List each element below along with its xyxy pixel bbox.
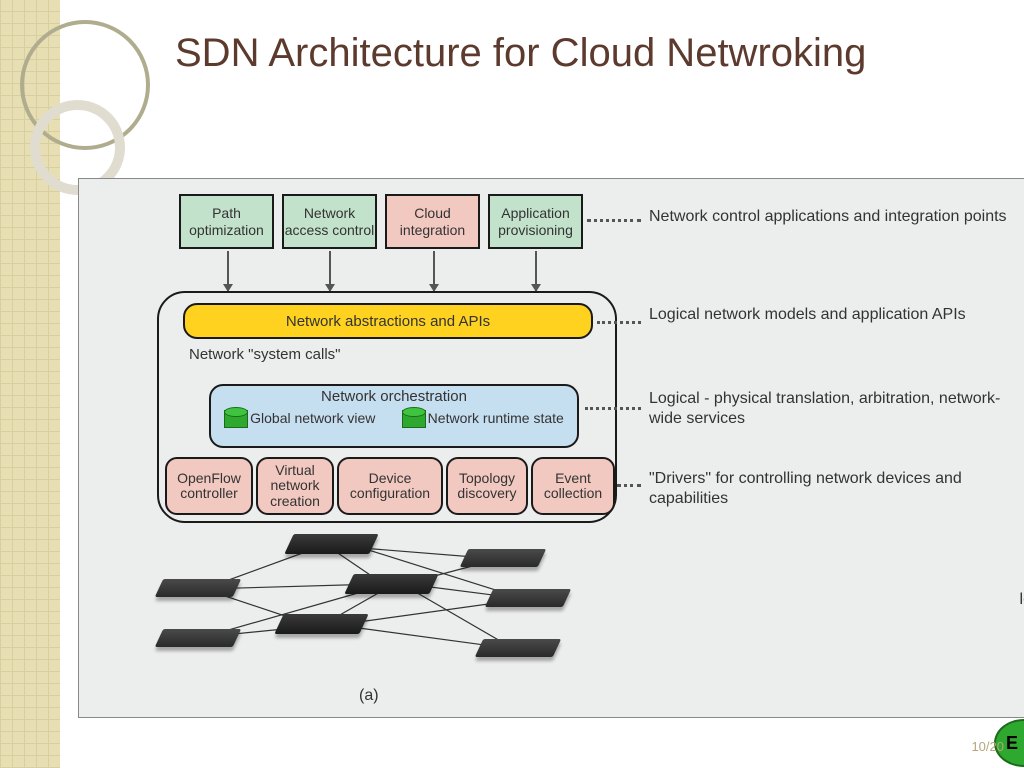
application-box: Path optimization bbox=[179, 194, 274, 249]
driver-box: Virtual network creation bbox=[256, 457, 334, 515]
page-number: 10/20 bbox=[971, 739, 1004, 754]
network-switch-icon bbox=[274, 614, 368, 634]
network-topology bbox=[149, 529, 609, 679]
layer-description: Logical network models and application A… bbox=[649, 305, 1019, 325]
server-icon bbox=[485, 589, 571, 607]
driver-box: OpenFlow controller bbox=[165, 457, 253, 515]
runtime-state-item: Network runtime state bbox=[402, 407, 564, 429]
arrow-down-icon bbox=[433, 251, 435, 291]
orchestration-title: Network orchestration bbox=[211, 388, 577, 405]
layer-description: Logical - physical translation, arbitrat… bbox=[649, 389, 1019, 429]
network-switch-icon bbox=[284, 534, 378, 554]
dotted-connector bbox=[587, 219, 641, 222]
orchestration-items: Global network view Network runtime stat… bbox=[211, 407, 577, 429]
dotted-connector bbox=[597, 321, 641, 324]
application-box: Network access control bbox=[282, 194, 377, 249]
dotted-connector bbox=[617, 484, 641, 487]
system-calls-label: Network "system calls" bbox=[189, 346, 341, 363]
figure-caption: (a) bbox=[359, 687, 379, 705]
server-icon bbox=[155, 579, 241, 597]
database-icon bbox=[224, 407, 246, 429]
layer-description: "Drivers" for controlling network device… bbox=[649, 469, 1019, 509]
db-label: Global network view bbox=[250, 410, 375, 426]
abstractions-layer: Network abstractions and APIs bbox=[183, 303, 593, 339]
arrow-down-icon bbox=[227, 251, 229, 291]
applications-row: Path optimizationNetwork access controlC… bbox=[179, 194, 583, 249]
server-icon bbox=[475, 639, 561, 657]
diagram-frame: Path optimizationNetwork access controlC… bbox=[78, 178, 1024, 718]
driver-box: Topology discovery bbox=[446, 457, 528, 515]
server-icon bbox=[155, 629, 241, 647]
global-view-item: Global network view bbox=[224, 407, 375, 429]
dotted-connector bbox=[585, 407, 641, 410]
application-box: Cloud integration bbox=[385, 194, 480, 249]
cutoff-text: lo bbox=[1020, 591, 1024, 609]
orchestration-layer: Network orchestration Global network vie… bbox=[209, 384, 579, 448]
driver-box: Event collection bbox=[531, 457, 615, 515]
arrow-down-icon bbox=[329, 251, 331, 291]
network-switch-icon bbox=[344, 574, 438, 594]
db-label: Network runtime state bbox=[428, 410, 564, 426]
slide-title: SDN Architecture for Cloud Netwroking bbox=[175, 28, 866, 78]
database-icon bbox=[402, 407, 424, 429]
drivers-row: OpenFlow controllerVirtual network creat… bbox=[165, 457, 615, 515]
arrow-down-icon bbox=[535, 251, 537, 291]
layer-description: Network control applications and integra… bbox=[649, 207, 1019, 227]
driver-box: Device configuration bbox=[337, 457, 443, 515]
server-icon bbox=[460, 549, 546, 567]
application-box: Application provisioning bbox=[488, 194, 583, 249]
